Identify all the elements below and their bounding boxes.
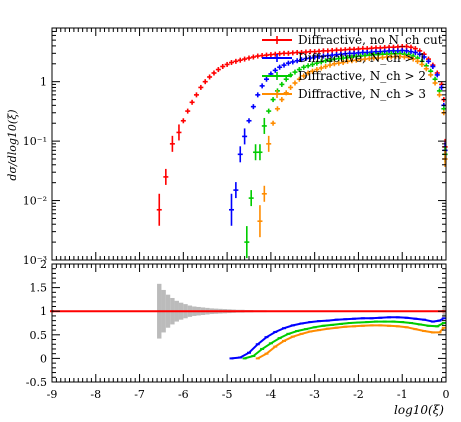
y-axis-title: dσ/dlog10(ξ)	[6, 109, 19, 180]
x-tick-label: -8	[90, 388, 101, 401]
ratio-series	[50, 310, 446, 360]
x-tick-label: -1	[397, 388, 408, 401]
ratio-y-tick-label: 0.5	[30, 329, 48, 342]
legend-label: Diffractive, N_ch > 2	[298, 69, 426, 83]
legend-label: Diffractive, no N_ch cut	[298, 33, 443, 47]
main-y-tick-label: 1	[40, 76, 47, 89]
x-axis-title: log10(ξ)	[394, 403, 444, 417]
legend-label: Diffractive, N_ch > 3	[298, 87, 426, 101]
ratio-y-tick-label: -0.5	[26, 376, 47, 389]
main-y-tick-label: 10⁻¹	[23, 135, 47, 148]
main-y-tick-label: 10⁻²	[23, 195, 47, 208]
main-y-tick-label: 10⁻³	[23, 254, 47, 267]
x-tick-label: -9	[47, 388, 58, 401]
x-tick-label: -5	[222, 388, 233, 401]
main-series-3	[257, 54, 448, 238]
ratio-y-tick-label: 2	[40, 258, 47, 271]
ratio-y-tick-label: 1.5	[30, 282, 48, 295]
main-series-1	[228, 47, 448, 226]
main-series-0	[156, 44, 448, 226]
x-tick-label: -2	[353, 388, 364, 401]
x-tick-label: 0	[443, 388, 450, 401]
x-tick-label: -3	[309, 388, 320, 401]
legend: Diffractive, no N_ch cut Diffractive, N_c…	[262, 33, 443, 101]
main-series-2	[244, 51, 448, 259]
x-tick-label: -6	[178, 388, 189, 401]
ratio-y-tick-label: 1	[40, 305, 47, 318]
legend-label: Diffractive, N_ch > 1	[298, 51, 426, 65]
ratio-frame	[51, 263, 447, 383]
main-ticks: 10⁻³ 10⁻² 10⁻¹ 1	[23, 27, 447, 267]
ratio-ticks: -9 -8 -7 -6 -5 -4 -3 -2 -1 0 -0.5 0 0.5 1 1.5 2	[26, 258, 450, 401]
x-tick-label: -4	[266, 388, 277, 401]
x-tick-label: -7	[134, 388, 145, 401]
main-series	[156, 44, 448, 259]
ratio-y-tick-label: 0	[40, 352, 47, 365]
